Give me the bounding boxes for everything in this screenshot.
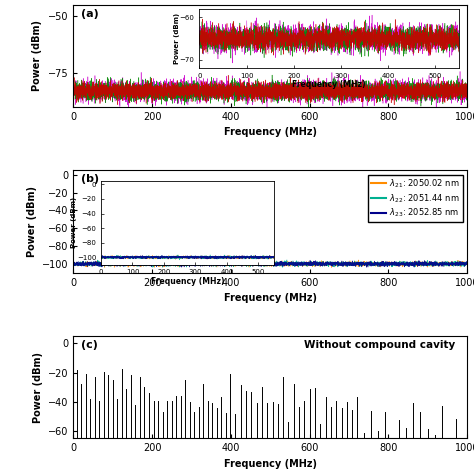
X-axis label: Frequency (MHz): Frequency (MHz) xyxy=(224,293,317,303)
Text: (c): (c) xyxy=(82,340,98,350)
Y-axis label: Power (dBm): Power (dBm) xyxy=(33,352,43,423)
Text: (b): (b) xyxy=(82,173,100,183)
Text: Without compound cavity: Without compound cavity xyxy=(304,340,455,350)
X-axis label: Frequency (MHz): Frequency (MHz) xyxy=(224,459,317,469)
Text: (a): (a) xyxy=(82,9,99,19)
Legend: $\lambda_{21}$: 2050.02 nm, $\lambda_{22}$: 2051.44 nm, $\lambda_{23}$: 2052.85 : $\lambda_{21}$: 2050.02 nm, $\lambda_{22… xyxy=(368,174,463,222)
X-axis label: Frequency (MHz): Frequency (MHz) xyxy=(224,128,317,137)
Y-axis label: Power (dBm): Power (dBm) xyxy=(27,186,36,257)
Y-axis label: Power (dBm): Power (dBm) xyxy=(32,20,43,91)
